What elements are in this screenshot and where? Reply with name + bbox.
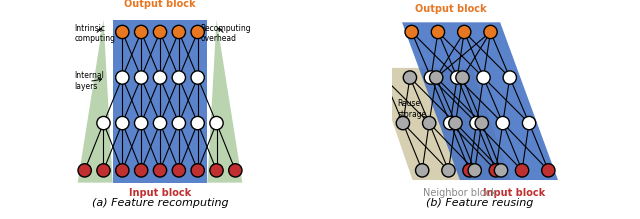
Circle shape <box>456 71 469 84</box>
Circle shape <box>134 71 148 84</box>
Circle shape <box>431 25 445 39</box>
Circle shape <box>422 117 436 130</box>
Circle shape <box>503 71 516 84</box>
Text: Internal
layers: Internal layers <box>74 71 104 91</box>
Circle shape <box>172 164 186 177</box>
Circle shape <box>415 164 429 177</box>
Text: Input block: Input block <box>129 188 191 198</box>
Circle shape <box>78 164 92 177</box>
Circle shape <box>228 164 242 177</box>
Text: Input block: Input block <box>483 188 545 198</box>
Circle shape <box>405 25 419 39</box>
Circle shape <box>134 25 148 39</box>
Text: (a) Feature recomputing: (a) Feature recomputing <box>92 198 228 208</box>
Circle shape <box>424 71 438 84</box>
Circle shape <box>377 71 390 84</box>
Circle shape <box>444 117 457 130</box>
Circle shape <box>429 71 443 84</box>
Circle shape <box>191 25 204 39</box>
Polygon shape <box>77 20 113 183</box>
Circle shape <box>403 71 417 84</box>
Circle shape <box>210 164 223 177</box>
Text: Neighbor block: Neighbor block <box>423 188 497 198</box>
Circle shape <box>496 117 509 130</box>
Text: Reuse
storage: Reuse storage <box>397 99 429 125</box>
Circle shape <box>134 164 148 177</box>
Circle shape <box>489 164 502 177</box>
Circle shape <box>172 117 186 130</box>
Circle shape <box>484 25 497 39</box>
Circle shape <box>154 164 166 177</box>
Circle shape <box>191 164 204 177</box>
Circle shape <box>154 117 166 130</box>
Text: (b) Feature reusing: (b) Feature reusing <box>426 198 534 208</box>
Circle shape <box>468 164 481 177</box>
Circle shape <box>154 71 166 84</box>
Circle shape <box>116 71 129 84</box>
Circle shape <box>134 117 148 130</box>
Circle shape <box>172 25 186 39</box>
Text: Recomputing
overhead: Recomputing overhead <box>200 24 251 43</box>
Polygon shape <box>374 68 511 180</box>
Circle shape <box>522 117 536 130</box>
Circle shape <box>97 164 110 177</box>
Circle shape <box>396 117 410 130</box>
Circle shape <box>191 71 204 84</box>
Circle shape <box>458 25 471 39</box>
Circle shape <box>97 117 110 130</box>
Circle shape <box>172 71 186 84</box>
Circle shape <box>442 164 455 177</box>
Circle shape <box>116 25 129 39</box>
Circle shape <box>470 117 483 130</box>
Circle shape <box>463 164 476 177</box>
Circle shape <box>475 117 488 130</box>
Circle shape <box>154 25 166 39</box>
Circle shape <box>494 164 508 177</box>
Circle shape <box>515 164 529 177</box>
Text: Output block: Output block <box>124 0 196 9</box>
Circle shape <box>477 71 490 84</box>
Circle shape <box>116 164 129 177</box>
Polygon shape <box>402 22 558 180</box>
Polygon shape <box>207 20 243 183</box>
Circle shape <box>449 117 462 130</box>
Circle shape <box>541 164 555 177</box>
Circle shape <box>191 117 204 130</box>
Text: Output block: Output block <box>415 4 487 14</box>
Text: Intrinsic
computing: Intrinsic computing <box>74 24 115 43</box>
Circle shape <box>210 117 223 130</box>
Circle shape <box>451 71 464 84</box>
FancyBboxPatch shape <box>113 20 207 183</box>
Circle shape <box>116 117 129 130</box>
